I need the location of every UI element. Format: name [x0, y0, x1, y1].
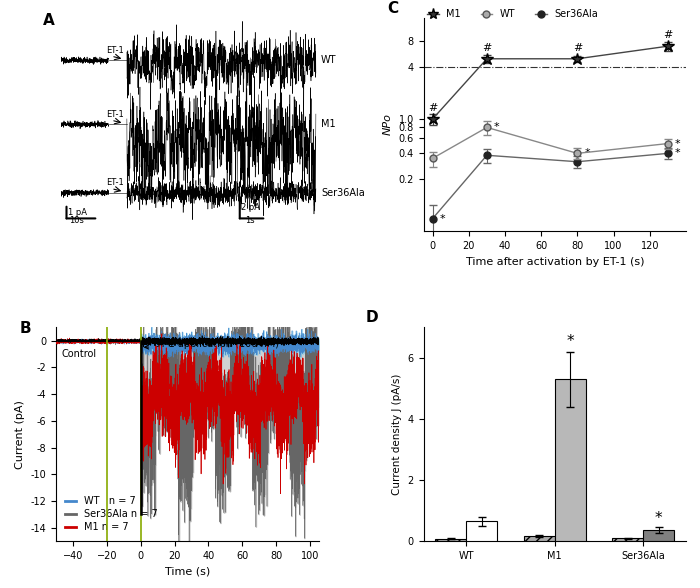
Text: 2 pA: 2 pA [241, 203, 260, 212]
Text: A: A [43, 14, 55, 28]
Legend: WT   n = 7, Ser36Ala n = 7, M1 n = 7: WT n = 7, Ser36Ala n = 7, M1 n = 7 [61, 493, 162, 536]
Text: *: * [654, 511, 662, 526]
Text: Control: Control [61, 349, 96, 359]
Text: *: * [675, 139, 681, 149]
Text: #: # [573, 42, 582, 52]
Text: *: * [440, 213, 445, 223]
Bar [435, 539, 466, 541]
Y-axis label: Current (pA): Current (pA) [15, 400, 24, 469]
Text: *: * [675, 148, 681, 158]
Text: *: * [494, 122, 500, 132]
Text: ET-1 application (100 nM): ET-1 application (100 nM) [145, 339, 279, 349]
Text: 1 pA: 1 pA [68, 208, 87, 217]
Text: ET-1: ET-1 [106, 178, 124, 188]
Legend: M1, WT, Ser36Ala: M1, WT, Ser36Ala [423, 5, 602, 23]
Text: #: # [482, 42, 491, 52]
X-axis label: Time after activation by ET-1 (s): Time after activation by ET-1 (s) [466, 256, 644, 266]
Text: D: D [365, 310, 379, 325]
Text: M1: M1 [321, 119, 336, 129]
Text: *: * [566, 335, 574, 349]
Text: ET-1: ET-1 [106, 46, 124, 55]
Text: 10s: 10s [69, 216, 85, 225]
Y-axis label: NPo: NPo [383, 113, 393, 135]
Text: Ser36Ala: Ser36Ala [321, 188, 365, 198]
Text: C: C [386, 1, 398, 15]
X-axis label: Time (s): Time (s) [164, 566, 210, 576]
Text: B: B [20, 321, 31, 336]
Y-axis label: Current density J (pA/s): Current density J (pA/s) [392, 373, 402, 495]
Bar [466, 521, 497, 541]
Text: #: # [663, 30, 673, 40]
Bar [643, 530, 674, 541]
Text: *: * [584, 148, 590, 158]
Text: WT: WT [321, 55, 337, 65]
Bar [524, 536, 554, 541]
Bar [612, 538, 643, 541]
Text: #: # [428, 103, 438, 113]
Text: ET-1: ET-1 [106, 110, 124, 119]
Bar [554, 379, 586, 541]
Text: 1s: 1s [246, 216, 255, 225]
